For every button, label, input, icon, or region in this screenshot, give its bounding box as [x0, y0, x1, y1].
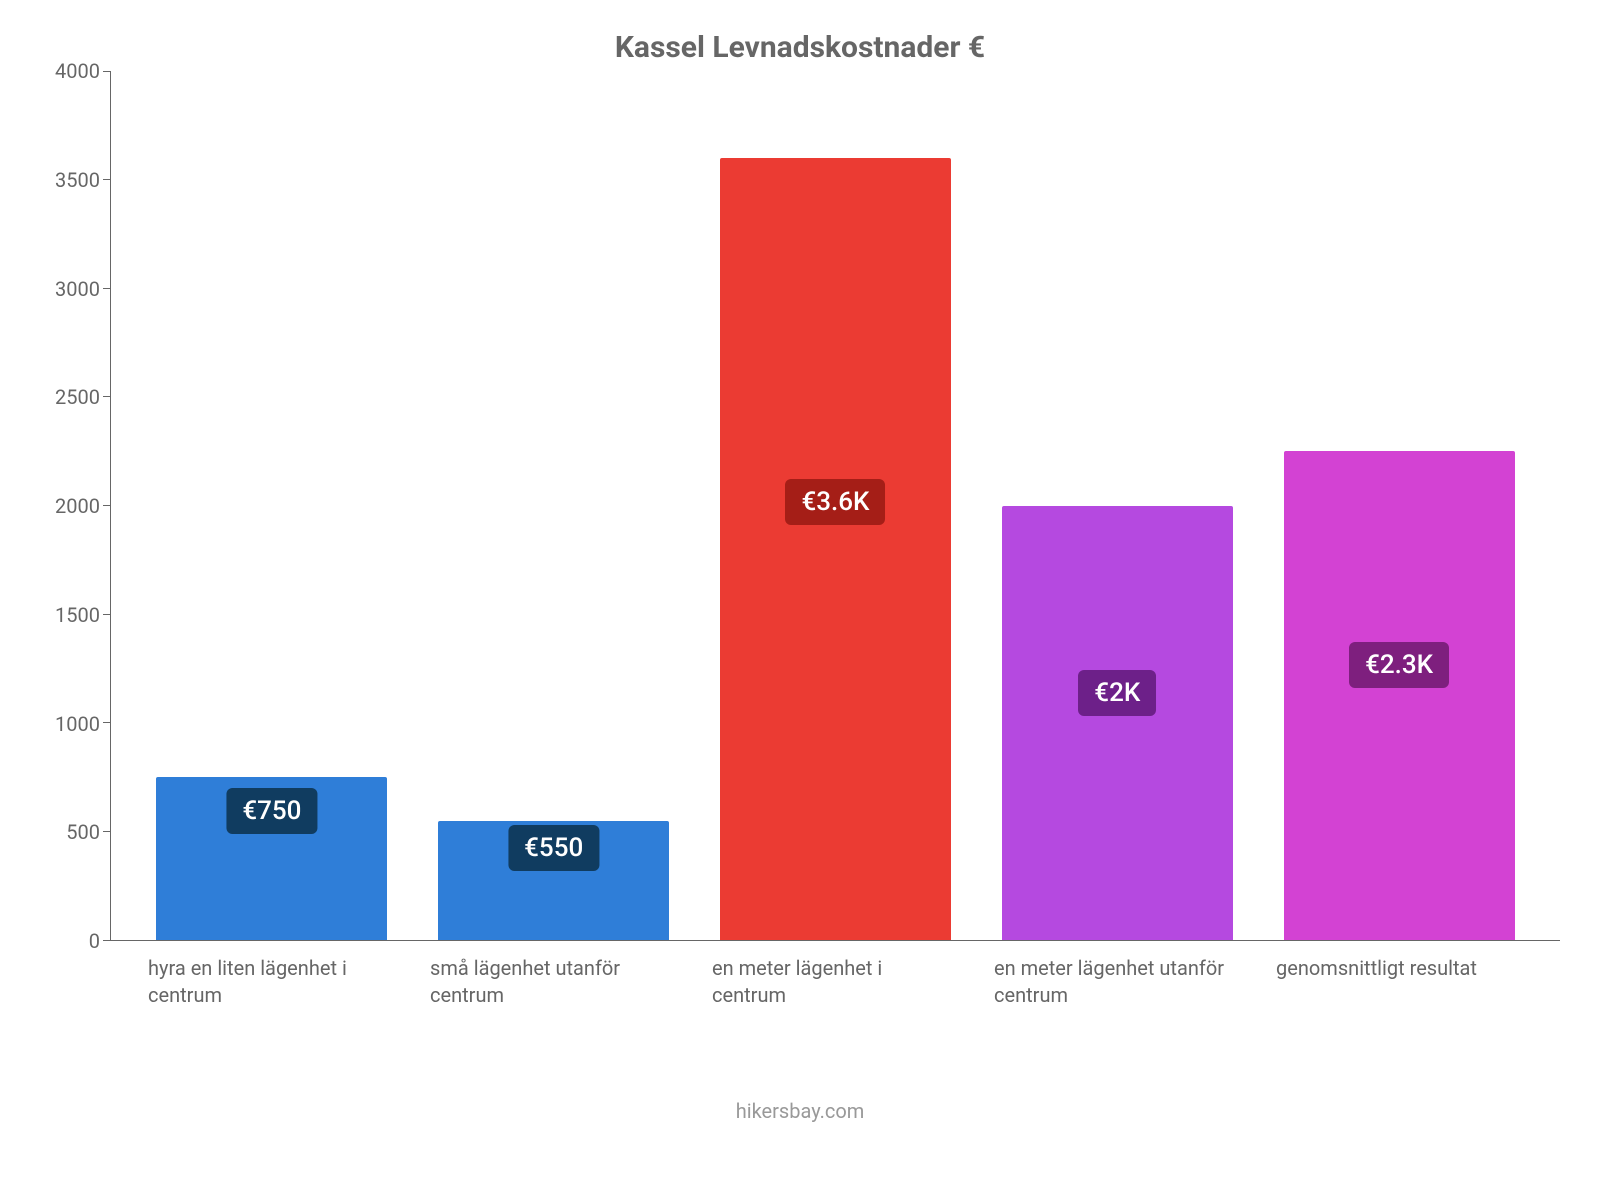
y-tick-mark [103, 831, 111, 832]
x-category-label: en meter lägenhet utanför centrum [976, 941, 1258, 1009]
y-tick-label: 0 [40, 929, 100, 953]
bar: €3.6K [720, 158, 951, 940]
y-tick-mark [103, 396, 111, 397]
cost-of-living-chart: Kassel Levnadskostnader € 0 500 1000 1500 20… [0, 0, 1600, 1200]
bar-slot: €2.3K [1258, 71, 1540, 940]
y-tick-mark [103, 614, 111, 615]
y-tick-label: 3500 [40, 168, 100, 192]
bar-value-label: €750 [226, 788, 317, 834]
attribution: hikersbay.com [40, 1099, 1560, 1123]
y-tick-mark [103, 940, 111, 941]
y-tick-label: 2500 [40, 385, 100, 409]
y-axis: 05001000150020002500300035004000 [40, 71, 110, 941]
bar-slot: €750 [131, 71, 413, 940]
x-category-label: en meter lägenhet i centrum [694, 941, 976, 1009]
bar-slot: €3.6K [695, 71, 977, 940]
y-tick-label: 3000 [40, 277, 100, 301]
bar-value-label: €3.6K [785, 479, 885, 525]
y-tick-label: 4000 [40, 59, 100, 83]
bar: €2.3K [1284, 451, 1515, 940]
y-tick-label: 2000 [40, 494, 100, 518]
y-tick-mark [103, 179, 111, 180]
y-tick-label: 1500 [40, 603, 100, 627]
plot-row: 05001000150020002500300035004000 €750€55… [40, 71, 1560, 941]
bar-value-label: €2K [1078, 670, 1156, 716]
bars-container: €750 €550 €3.6K €2K €2.3K [111, 71, 1560, 940]
bar: €550 [438, 821, 669, 940]
bar-slot: €2K [976, 71, 1258, 940]
bar-value-label: €2.3K [1349, 642, 1449, 688]
bar: €2K [1002, 506, 1233, 941]
x-category-label: genomsnittligt resultat [1258, 941, 1540, 1009]
x-category-label: små lägenhet utanför centrum [412, 941, 694, 1009]
x-category-label: hyra en liten lägenhet i centrum [130, 941, 412, 1009]
y-tick-label: 1000 [40, 712, 100, 736]
y-tick-mark [103, 288, 111, 289]
y-tick-mark [103, 71, 111, 72]
chart-title: Kassel Levnadskostnader € [40, 30, 1560, 65]
bar-slot: €550 [413, 71, 695, 940]
plot-area: €750 €550 €3.6K €2K €2.3K [110, 71, 1560, 941]
y-tick-mark [103, 722, 111, 723]
bar: €750 [156, 777, 387, 940]
bar-value-label: €550 [508, 825, 599, 871]
y-tick-mark [103, 505, 111, 506]
y-tick-label: 500 [40, 820, 100, 844]
x-axis: hyra en liten lägenhet i centrumsmå läge… [110, 941, 1560, 1009]
